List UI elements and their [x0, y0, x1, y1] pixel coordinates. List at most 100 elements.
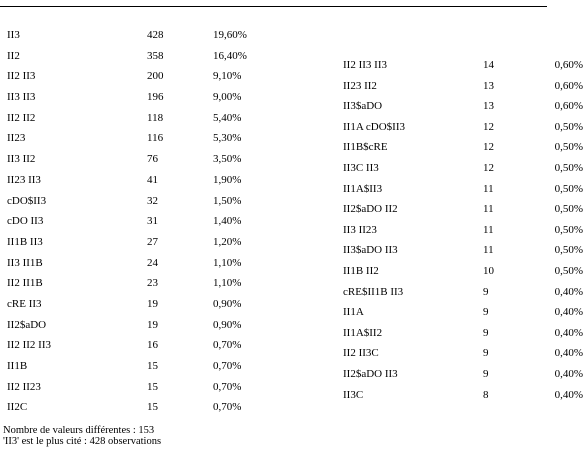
row-count: 41: [147, 173, 158, 186]
row-percent: 1,20%: [213, 235, 242, 248]
row-percent: 0,40%: [554, 388, 583, 401]
row-label: cRE II3: [7, 297, 42, 310]
row-count: 76: [147, 153, 158, 166]
row-label: II2C: [7, 401, 28, 414]
row-percent: 0,40%: [554, 306, 583, 319]
row-count: 15: [147, 360, 158, 372]
row-count: 9: [483, 367, 489, 380]
row-count: 200: [147, 70, 164, 83]
row-count: 358: [147, 49, 164, 62]
row-label: II2 II3 II3: [343, 59, 387, 71]
row-label: II3C: [343, 388, 364, 401]
row-label: II2 II3: [7, 70, 36, 83]
row-count: 15: [147, 380, 158, 393]
row-label: II3C II3: [343, 161, 379, 174]
row-count: 31: [147, 215, 158, 228]
row-percent: 5,30%: [213, 132, 242, 145]
row-count: 11: [483, 203, 494, 216]
row-label: II2 II23: [7, 380, 41, 393]
row-count: 14: [483, 59, 494, 71]
row-count: 9: [483, 306, 489, 319]
row-label: cRE$II1B II3: [343, 285, 404, 298]
row-percent: 0,40%: [554, 347, 583, 360]
row-label: II3: [7, 29, 20, 41]
row-percent: 5,40%: [213, 111, 242, 124]
row-label: II2$aDO: [7, 318, 47, 331]
row-label: II3 II23: [343, 223, 377, 236]
row-label: II2 II3C: [343, 347, 379, 360]
row-percent: 0,50%: [554, 141, 583, 154]
row-label: II2: [7, 49, 20, 62]
row-label: II3 II3: [7, 91, 36, 104]
row-count: 118: [147, 111, 164, 124]
row-label: II1B II3: [7, 235, 43, 248]
row-count: 428: [147, 29, 164, 41]
row-count: 11: [483, 244, 494, 257]
row-label: cDO$II3: [7, 194, 47, 207]
row-count: 12: [483, 161, 494, 174]
row-percent: 0,60%: [554, 100, 583, 113]
row-count: 13: [483, 100, 494, 113]
most-cited-note: 'II3' est le plus cité : 428 observation…: [3, 436, 162, 447]
top-rule: [0, 6, 547, 7]
row-count: 24: [147, 256, 158, 269]
row-percent: 1,10%: [213, 277, 242, 290]
row-label: II2$aDO II3: [343, 367, 398, 380]
row-label: II1A: [343, 306, 364, 319]
row-count: 19: [147, 318, 158, 331]
row-count: 15: [147, 401, 158, 414]
row-percent: 0,90%: [213, 318, 242, 331]
row-percent: 0,50%: [554, 223, 583, 236]
row-percent: 0,50%: [554, 244, 583, 257]
row-count: 12: [483, 120, 494, 133]
row-label: II3$aDO: [343, 100, 383, 113]
row-percent: 0,60%: [554, 59, 583, 71]
row-percent: 0,50%: [554, 182, 583, 195]
row-count: 8: [483, 388, 489, 401]
row-count: 9: [483, 326, 489, 339]
row-label: II3 II1B: [7, 256, 43, 269]
row-count: 11: [483, 182, 494, 195]
row-percent: 0,40%: [554, 285, 583, 298]
row-percent: 1,90%: [213, 173, 242, 186]
row-count: 23: [147, 277, 158, 290]
row-label: II2 II2: [7, 111, 36, 124]
row-percent: 1,50%: [213, 194, 242, 207]
row-label: II1B$cRE: [343, 141, 388, 154]
row-percent: 0,50%: [554, 264, 583, 277]
row-percent: 0,50%: [554, 120, 583, 133]
row-count: 9: [483, 347, 489, 360]
row-count: 27: [147, 235, 158, 248]
row-count: 12: [483, 141, 494, 154]
row-percent: 0,40%: [554, 367, 583, 380]
distinct-values-count: Nombre de valeurs différentes : 153: [3, 425, 155, 436]
row-count: 11: [483, 223, 494, 236]
row-percent: 1,10%: [213, 256, 242, 269]
row-label: II1B: [7, 360, 28, 372]
row-percent: 0,90%: [213, 297, 242, 310]
row-percent: 0,70%: [213, 380, 242, 393]
row-label: cDO II3: [7, 215, 44, 228]
row-percent: 0,60%: [554, 79, 583, 92]
row-label: II3$aDO II3: [343, 244, 398, 257]
row-percent: 0,50%: [554, 203, 583, 216]
row-percent: 0,70%: [213, 401, 242, 414]
row-label: II2$aDO II2: [343, 203, 398, 216]
row-percent: 9,10%: [213, 70, 242, 83]
row-count: 10: [483, 264, 494, 277]
row-percent: 16,40%: [213, 49, 247, 62]
row-count: 19: [147, 297, 158, 310]
row-label: II1A$II2: [343, 326, 383, 339]
row-count: 9: [483, 285, 489, 298]
row-percent: 9,00%: [213, 91, 242, 104]
row-label: II1A$II3: [343, 182, 383, 195]
row-label: II1A cDO$II3: [343, 120, 406, 133]
row-percent: 1,40%: [213, 215, 242, 228]
row-percent: 19,60%: [213, 29, 247, 41]
row-percent: 0,70%: [213, 339, 242, 352]
row-label: II23 II2: [343, 79, 377, 92]
row-label: II2 II2 II3: [7, 339, 51, 352]
row-count: 16: [147, 339, 158, 352]
row-percent: 0,50%: [554, 161, 583, 174]
row-percent: 3,50%: [213, 153, 242, 166]
